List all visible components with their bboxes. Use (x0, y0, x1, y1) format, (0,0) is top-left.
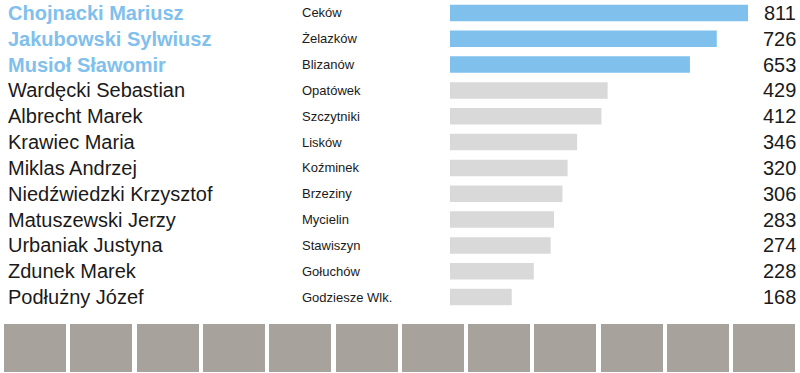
svg-text:Opatówek: Opatówek (302, 83, 361, 98)
svg-text:228: 228 (763, 260, 796, 282)
svg-text:Lisków: Lisków (302, 135, 342, 150)
svg-text:Urbaniak Justyna: Urbaniak Justyna (8, 234, 163, 256)
svg-text:Zdunek Marek: Zdunek Marek (8, 260, 137, 282)
svg-text:726: 726 (763, 28, 796, 50)
svg-text:Koźminek: Koźminek (302, 160, 360, 175)
svg-text:Podłużny Józef: Podłużny Józef (8, 286, 144, 308)
svg-text:412: 412 (763, 105, 796, 127)
svg-text:Albrecht Marek: Albrecht Marek (8, 105, 143, 127)
svg-text:811: 811 (764, 2, 796, 24)
svg-text:274: 274 (763, 234, 796, 256)
svg-text:283: 283 (763, 209, 796, 231)
svg-text:Stawiszyn: Stawiszyn (302, 238, 361, 253)
svg-text:Brzeziny: Brzeziny (302, 186, 352, 201)
svg-text:346: 346 (763, 131, 796, 153)
svg-text:Żelazków: Żelazków (302, 31, 358, 46)
svg-text:320: 320 (763, 157, 796, 179)
svg-text:Gołuchów: Gołuchów (302, 264, 360, 279)
svg-text:306: 306 (763, 183, 796, 205)
svg-text:Chojnacki Mariusz: Chojnacki Mariusz (8, 2, 184, 24)
svg-text:653: 653 (763, 54, 796, 76)
svg-text:Blizanów: Blizanów (302, 57, 355, 72)
svg-text:Musioł Sławomir: Musioł Sławomir (8, 54, 166, 76)
svg-text:Miklas Andrzej: Miklas Andrzej (8, 157, 137, 179)
svg-text:Krawiec Maria: Krawiec Maria (8, 131, 136, 153)
svg-text:Jakubowski Sylwiusz: Jakubowski Sylwiusz (8, 28, 211, 50)
svg-text:Szczytniki: Szczytniki (302, 109, 360, 124)
svg-text:429: 429 (763, 79, 796, 101)
svg-text:Niedźwiedzki Krzysztof: Niedźwiedzki Krzysztof (8, 183, 213, 205)
svg-text:Mycielin: Mycielin (302, 212, 349, 227)
svg-text:Matuszewski Jerzy: Matuszewski Jerzy (8, 209, 176, 231)
svg-text:168: 168 (763, 286, 796, 308)
svg-text:Ceków: Ceków (302, 5, 342, 20)
svg-text:Wardęcki Sebastian: Wardęcki Sebastian (8, 79, 185, 101)
svg-text:Godziesze Wlk.: Godziesze Wlk. (302, 290, 392, 305)
